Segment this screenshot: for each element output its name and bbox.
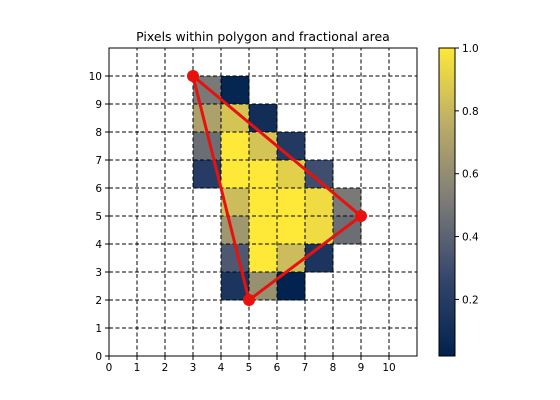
colorbar-tick-label: 0.4 [462, 232, 479, 244]
heatmap-cell [277, 216, 306, 245]
colorbar-tick-label: 0.8 [462, 106, 479, 118]
x-tick-label: 2 [162, 362, 169, 374]
x-tick-label: 8 [330, 362, 337, 374]
chart-title: Pixels within polygon and fractional are… [136, 29, 390, 44]
colorbar-tick-label: 0.2 [462, 294, 479, 306]
x-tick-label: 10 [382, 362, 395, 374]
heatmap-cell [277, 132, 306, 161]
heatmap-cell [249, 160, 278, 189]
x-tick-label: 6 [274, 362, 281, 374]
colorbar-tick-label: 0.6 [462, 169, 479, 181]
heatmap-cell [221, 160, 250, 189]
x-tick-label: 4 [218, 362, 225, 374]
axes-frame [108, 47, 418, 357]
y-tick-label: 3 [95, 267, 102, 279]
y-tick-label: 0 [95, 351, 102, 363]
heatmap-cell [221, 76, 250, 105]
y-tick-label: 2 [95, 295, 102, 307]
x-tick-label: 5 [246, 362, 253, 374]
y-tick-label: 1 [95, 323, 102, 335]
y-tick-label: 6 [95, 183, 102, 195]
x-tick-label: 7 [302, 362, 309, 374]
colorbar: 0.2 0.4 0.6 0.8 1.0 [438, 43, 479, 357]
polygon-vertex [187, 70, 199, 82]
heatmap-cell [249, 216, 278, 245]
y-tick-label: 9 [95, 99, 102, 111]
plot-area: 0 1 2 3 4 5 6 7 8 9 10 0 1 2 3 4 5 6 7 8 9 10 [89, 47, 418, 374]
x-tick-label: 9 [358, 362, 365, 374]
x-tick-label: 0 [106, 362, 113, 374]
polygon-vertex [243, 294, 255, 306]
x-tick-label: 3 [190, 362, 197, 374]
heatmap-cell [249, 188, 278, 217]
heatmap-cell [277, 188, 306, 217]
y-tick-label: 7 [95, 155, 102, 167]
heatmap-cell [305, 188, 334, 217]
polygon-outline [191, 74, 363, 302]
y-tick-label: 4 [95, 239, 102, 251]
colorbar-tick-label: 1.0 [462, 43, 479, 55]
heatmap-cell [221, 132, 250, 161]
heatmap-cell [249, 244, 278, 273]
y-tick-label: 5 [95, 211, 102, 223]
polygon-vertex [355, 210, 367, 222]
heatmap-cell [249, 132, 278, 161]
y-tick-label: 10 [89, 71, 102, 83]
y-tick-label: 8 [95, 127, 102, 139]
colorbar-gradient [438, 47, 456, 357]
x-tick-label: 1 [134, 362, 141, 374]
